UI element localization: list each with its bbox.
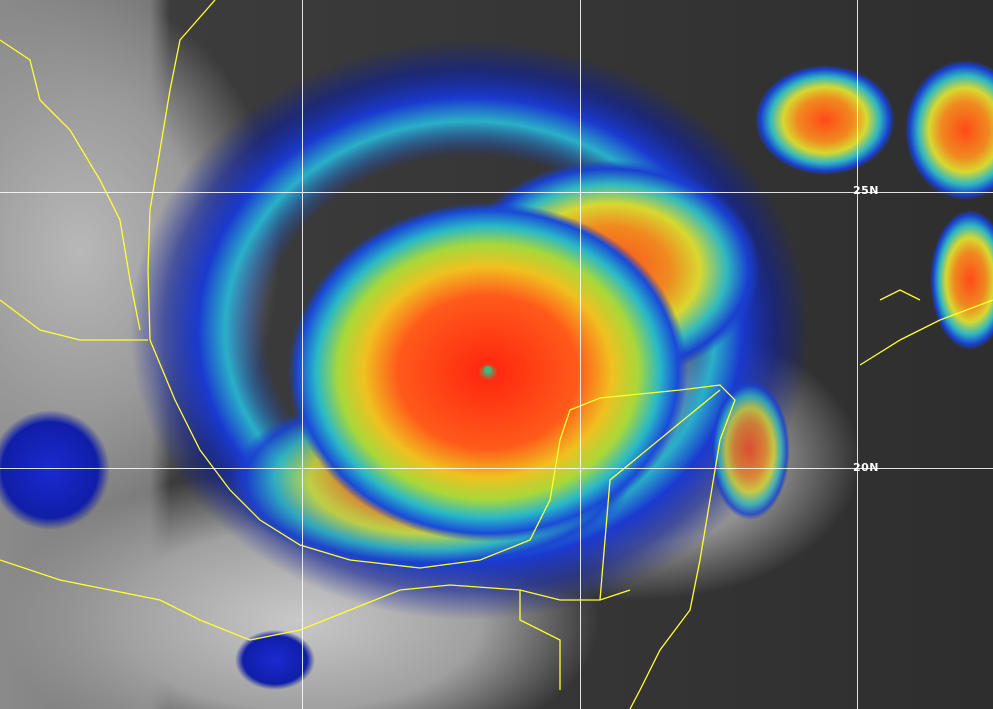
blue-cluster-mexico: [0, 410, 110, 530]
grid-line-20n: [0, 468, 993, 469]
grid-line-25n: [0, 192, 993, 193]
grid-line-meridian-2: [580, 0, 581, 709]
cloud-cluster-e: [905, 60, 993, 200]
latitude-label-25n: 25N: [853, 184, 880, 197]
hurricane-eye: [484, 366, 492, 374]
state-borders: [0, 39, 721, 690]
cuba-coastline: [859, 289, 993, 366]
blue-cluster-south: [235, 630, 315, 690]
grid-line-meridian-1: [302, 0, 303, 709]
grid-line-meridian-3: [857, 0, 858, 709]
gulf-coastline: [147, 0, 736, 709]
cloud-cluster-cuba: [930, 210, 993, 350]
latitude-label-20n: 20N: [853, 461, 880, 474]
cloud-cluster-ne: [755, 65, 895, 175]
